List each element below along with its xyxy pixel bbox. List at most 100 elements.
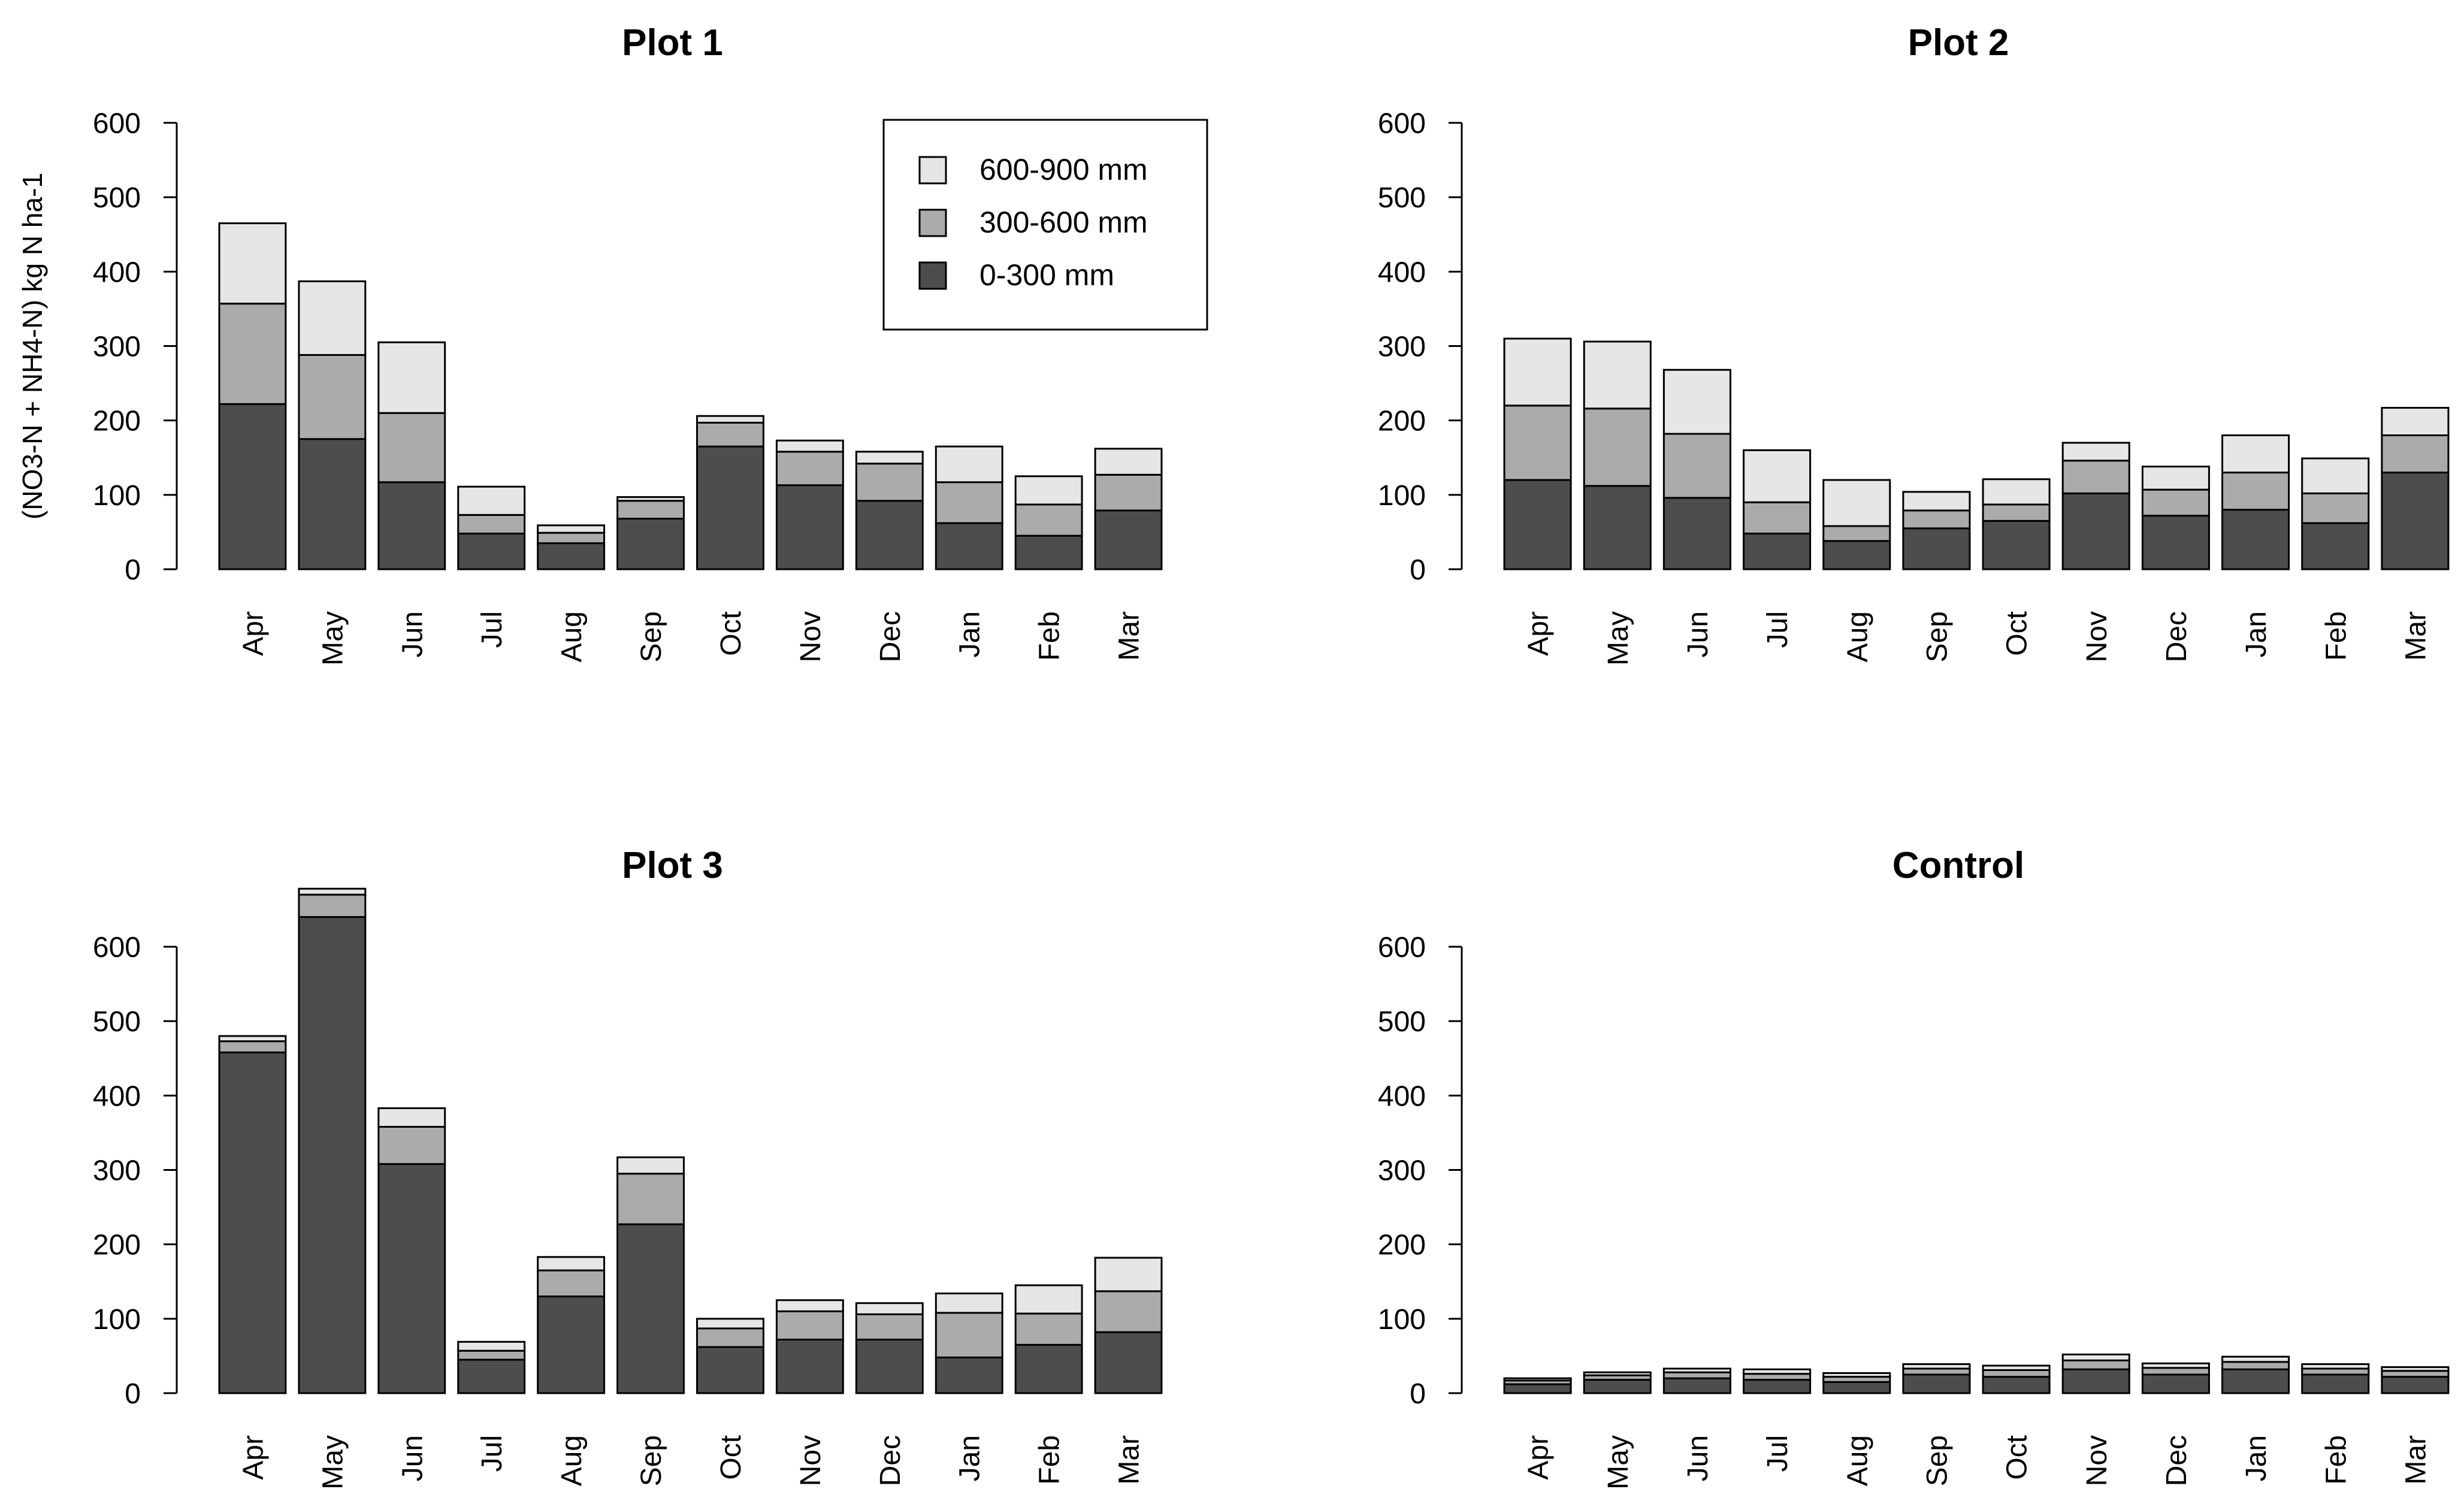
bar-may-300-600mm	[298, 354, 367, 440]
bar-jan-0-300mm	[935, 522, 1003, 570]
y-tick-label: 300	[93, 331, 141, 363]
bar-jul-0-300mm	[457, 1358, 526, 1394]
bar-may-0-300mm	[1583, 485, 1652, 570]
bar-jun-600-900mm	[377, 341, 446, 414]
y-tick-label: 400	[93, 256, 141, 288]
bar-dec-600-900mm	[2141, 1362, 2210, 1369]
bar-may-300-600mm	[298, 893, 367, 918]
y-tick-label: 0	[1410, 554, 1426, 586]
bar-nov-0-300mm	[775, 1339, 844, 1394]
bar-jul-0-300mm	[1743, 1379, 1812, 1394]
bar-jan-600-900mm	[2221, 434, 2290, 474]
bar-nov-300-600mm	[2061, 460, 2130, 494]
bar-aug-600-900mm	[537, 1256, 606, 1272]
bar-nov-600-900mm	[775, 439, 844, 453]
bar-nov-0-300mm	[775, 484, 844, 570]
bar-may-0-300mm	[1583, 1379, 1652, 1394]
bar-apr-600-900mm	[218, 222, 287, 305]
bar-jan-0-300mm	[2221, 509, 2290, 570]
bar-jul-300-600mm	[1743, 501, 1812, 534]
bar-sep-600-900mm	[616, 1156, 685, 1175]
x-tick-label: Jun	[397, 611, 428, 657]
x-tick-label: Apr	[1523, 611, 1555, 656]
bar-jun-300-600mm	[377, 1125, 446, 1165]
bar-may-300-600mm	[1583, 407, 1652, 487]
legend-label: 300-600 mm	[979, 206, 1148, 239]
bar-jan-300-600mm	[2221, 1361, 2290, 1370]
x-tick-label: Mar	[2400, 611, 2432, 661]
bar-jan-600-900mm	[935, 445, 1003, 484]
chart-panel-control: Control 0 100 200 300 400 500 600 Apr May Jun Jul Au…	[1378, 845, 2450, 1490]
bar-nov-600-900mm	[2061, 1353, 2130, 1361]
bar-dec-0-300mm	[855, 1339, 924, 1394]
bar-nov-300-600mm	[775, 451, 844, 487]
y-axis-label: (NO3-N + NH4-N) kg N ha-1	[17, 173, 48, 520]
bar-oct-0-300mm	[696, 445, 764, 570]
y-tick-label: 100	[1378, 1304, 1426, 1336]
legend-swatch	[918, 209, 947, 237]
bar-jul-600-900mm	[1743, 1368, 1812, 1375]
bar-aug-300-600mm	[537, 531, 606, 545]
bar-apr-300-600mm	[218, 303, 287, 405]
legend-swatch	[918, 261, 947, 290]
bar-jul-600-900mm	[457, 1340, 526, 1352]
bar-sep-0-300mm	[616, 1223, 685, 1394]
bar-dec-600-900mm	[2141, 466, 2210, 491]
chart-title: Plot 1	[622, 22, 723, 64]
x-tick-label: Jun	[1682, 611, 1714, 657]
bar-may-0-300mm	[298, 438, 367, 570]
bar-feb-0-300mm	[2301, 522, 2370, 570]
bar-mar-300-600mm	[1094, 1290, 1163, 1333]
bar-nov-0-300mm	[2061, 492, 2130, 570]
x-tick-label: Aug	[1842, 611, 1873, 662]
bar-jan-600-900mm	[2221, 1355, 2290, 1363]
bar-sep-600-900mm	[1902, 491, 1971, 512]
bar-sep-600-900mm	[1902, 1363, 1971, 1370]
bar-oct-600-900mm	[1982, 478, 2051, 506]
x-tick-label: Dec	[2161, 611, 2193, 662]
x-tick-label: May	[1603, 1435, 1634, 1490]
bar-aug-0-300mm	[1822, 1381, 1891, 1394]
bar-jan-300-600mm	[2221, 472, 2290, 511]
bar-oct-300-600mm	[696, 1327, 764, 1348]
bar-aug-300-600mm	[537, 1269, 606, 1298]
x-tick-label: Aug	[1842, 1435, 1873, 1486]
bar-jan-600-900mm	[935, 1292, 1003, 1314]
bar-oct-0-300mm	[1982, 1376, 2051, 1394]
bar-sep-0-300mm	[1902, 527, 1971, 570]
bar-mar-0-300mm	[2381, 472, 2450, 570]
y-tick-label: 300	[1378, 331, 1426, 363]
x-tick-label: Jan	[954, 1435, 986, 1481]
bar-dec-300-600mm	[855, 463, 924, 502]
bar-jul-300-600mm	[457, 514, 526, 534]
bar-feb-600-900mm	[1014, 1284, 1083, 1315]
bar-apr-600-900mm	[218, 1035, 287, 1043]
bar-feb-300-600mm	[1014, 503, 1083, 537]
legend: 600-900 mm 300-600 mm 0-300 mm	[882, 119, 1208, 331]
y-tick-label: 500	[1378, 182, 1426, 214]
y-tick-label: 500	[93, 182, 141, 214]
bar-apr-300-600mm	[1503, 404, 1572, 481]
bar-jan-300-600mm	[935, 1312, 1003, 1358]
bar-oct-600-900mm	[696, 415, 764, 424]
bar-nov-600-900mm	[775, 1299, 844, 1312]
legend-label: 0-300 mm	[979, 258, 1114, 292]
bar-aug-0-300mm	[1822, 540, 1891, 570]
bar-oct-0-300mm	[696, 1346, 764, 1394]
bar-jun-600-900mm	[1662, 1367, 1731, 1373]
y-tick-label: 0	[125, 554, 141, 586]
x-tick-label: Jun	[1682, 1435, 1714, 1481]
bar-jun-0-300mm	[1662, 497, 1731, 570]
y-tick-label: 600	[1378, 932, 1426, 964]
x-tick-label: Nov	[795, 611, 827, 662]
y-tick-label: 0	[125, 1378, 141, 1410]
x-tick-label: Oct	[2002, 611, 2033, 656]
bar-feb-300-600mm	[2301, 492, 2370, 524]
bar-dec-0-300mm	[855, 500, 924, 570]
bar-sep-0-300mm	[616, 518, 685, 570]
bar-jan-0-300mm	[935, 1356, 1003, 1394]
x-tick-label: Dec	[2161, 1435, 2193, 1486]
bar-apr-0-300mm	[218, 1051, 287, 1394]
y-tick-label: 200	[93, 1230, 141, 1261]
